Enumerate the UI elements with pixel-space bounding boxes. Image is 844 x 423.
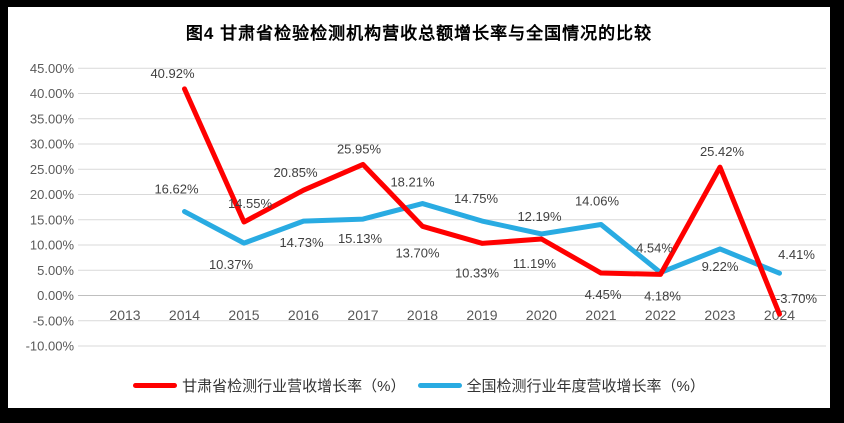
data-label: 4.18% [644,288,681,303]
legend-label: 甘肃省检测行业营收增长率（%） [182,378,406,395]
x-axis-label: 2022 [645,307,676,323]
y-axis-tick-label: 15.00% [30,212,75,227]
chart-legend: 甘肃省检测行业营收增长率（%） 全国检测行业年度营收增长率（%） [8,375,830,396]
data-label: 18.21% [390,175,435,190]
data-label: 25.95% [337,141,382,156]
x-axis-label: 2021 [585,307,616,323]
data-label: 10.33% [455,265,500,280]
data-label: 9.22% [702,259,739,274]
y-axis-tick-label: 35.00% [30,111,75,126]
data-label: 14.06% [575,193,620,208]
x-axis-label: 2015 [228,307,259,323]
data-label: 4.54% [636,241,673,256]
series-line-gansu [182,86,782,317]
data-label: 10.37% [209,257,254,272]
x-axis-label: 2016 [288,307,319,323]
data-label: 13.70% [395,245,440,260]
x-axis-label: 2013 [109,307,140,323]
y-axis-tick-label: -10.00% [26,339,75,354]
data-label: 12.19% [517,209,562,224]
legend-swatch-gansu [133,383,178,388]
data-label: 11.19% [513,256,557,271]
chart-plot-area: 45.00% 40.00% 35.00% 30.00% 25.00% 20.00% 15.0… [26,61,826,354]
data-label: 15.13% [338,231,383,246]
x-axis-label: 2023 [704,307,735,323]
x-axis-label: 2018 [407,307,438,323]
legend-swatch-national [417,383,462,388]
y-axis-tick-label: 45.00% [30,61,75,76]
data-label: 25.42% [700,144,745,159]
legend-item-national: 全国检测行业年度营收增长率（%） [417,375,705,396]
y-axis-tick-label: 20.00% [30,187,75,202]
y-axis-tick-label: 25.00% [30,162,75,177]
y-axis-tick-label: 5.00% [37,263,74,278]
series-line-national [182,201,782,276]
y-axis-tick-label: -5.00% [33,313,75,328]
legend-item-gansu: 甘肃省检测行业营收增长率（%） [133,375,406,396]
data-label: 16.62% [154,182,199,197]
x-axis-label: 2014 [169,307,200,323]
data-label: 4.45% [585,287,622,302]
x-axis-label: 2017 [347,307,378,323]
legend-label: 全国检测行业年度营收增长率（%） [466,378,705,395]
data-label: 14.73% [279,235,324,250]
chart-title: 图4 甘肃省检验检测机构营收总额增长率与全国情况的比较 [185,24,653,43]
data-label: 4.41% [778,247,815,262]
y-axis-tick-label: 0.00% [37,288,74,303]
data-label: 14.55% [228,196,273,211]
data-label: 20.85% [273,165,318,180]
x-axis-label: 2019 [466,307,497,323]
data-label: -3.70% [776,291,818,306]
y-axis-tick-label: 40.00% [30,86,75,101]
data-label: 14.75% [454,191,499,206]
y-axis-tick-label: 10.00% [30,238,75,253]
x-axis-label: 2020 [526,307,557,323]
data-label: 40.92% [150,66,195,81]
y-axis-tick-label: 30.00% [30,137,75,152]
